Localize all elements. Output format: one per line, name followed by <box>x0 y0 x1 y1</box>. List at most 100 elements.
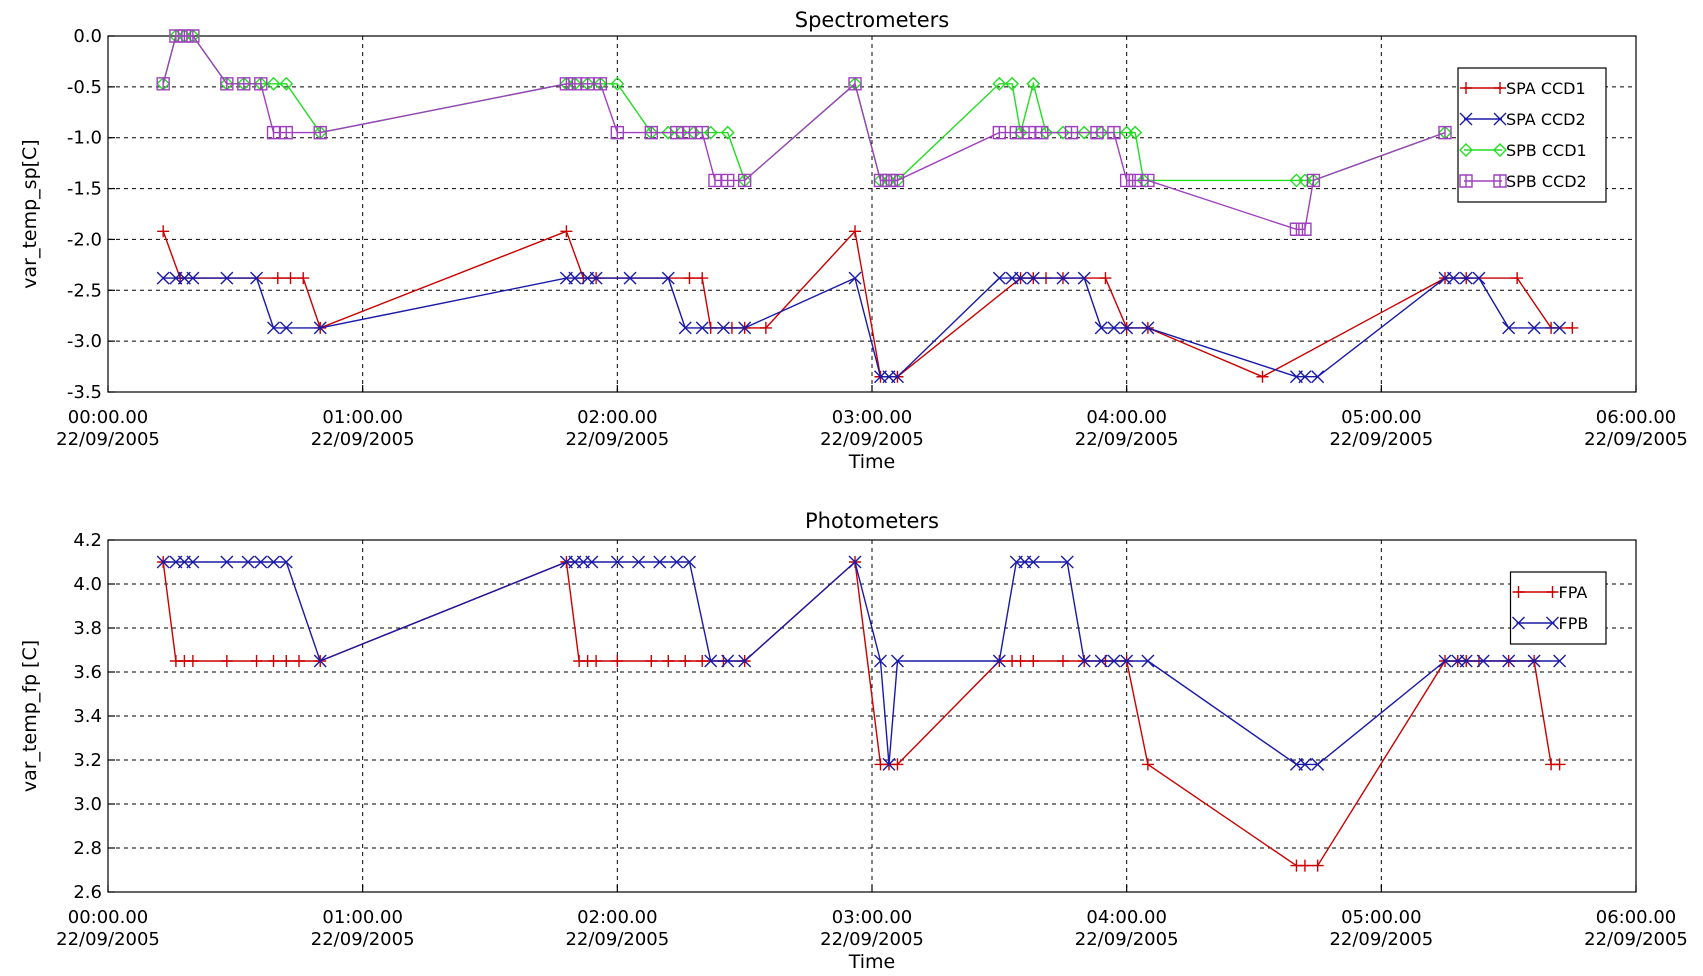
data-point <box>1056 271 1070 285</box>
data-point <box>1527 321 1541 335</box>
x-tick-label-time: 05:00.00 <box>1341 407 1422 428</box>
x-tick-label-date: 22/09/2005 <box>56 929 160 950</box>
data-point <box>589 271 603 285</box>
data-point <box>267 655 280 667</box>
data-point <box>220 77 234 91</box>
data-point <box>1014 655 1027 667</box>
data-point <box>1077 271 1091 285</box>
y-tick-label: -1.5 <box>67 179 102 200</box>
data-point <box>1099 272 1112 285</box>
y-tick-label: -2.5 <box>67 280 102 301</box>
data-point <box>250 655 263 667</box>
y-tick-label: 3.2 <box>73 750 102 771</box>
data-point <box>279 321 293 335</box>
data-point <box>156 555 170 569</box>
data-point <box>704 654 718 668</box>
data-point <box>590 655 603 667</box>
data-point <box>848 271 862 285</box>
x-tick-label-date: 22/09/2005 <box>311 929 415 950</box>
x-tick-label-time: 04:00.00 <box>1086 907 1167 928</box>
data-point <box>992 271 1006 285</box>
data-point <box>1298 370 1312 384</box>
data-point <box>1022 125 1036 140</box>
data-point <box>254 77 268 91</box>
data-point <box>1141 173 1155 188</box>
data-point <box>992 125 1007 140</box>
data-point <box>156 77 170 91</box>
data-point <box>611 655 624 667</box>
x-tick-label-date: 22/09/2005 <box>1075 429 1179 450</box>
y-tick-label: 2.6 <box>73 882 102 903</box>
legend-marker <box>1460 82 1472 94</box>
data-point <box>708 173 722 188</box>
data-point <box>623 271 637 285</box>
data-point <box>279 125 293 140</box>
data-point <box>738 321 752 335</box>
data-point <box>1094 654 1108 668</box>
data-point <box>738 654 752 668</box>
x-tick-label-date: 22/09/2005 <box>565 429 669 450</box>
x-tick-label-time: 00:00.00 <box>68 407 149 428</box>
data-point <box>716 321 730 335</box>
data-point <box>156 271 170 285</box>
x-axis-label: Time <box>848 951 896 973</box>
data-point <box>1026 76 1041 91</box>
data-point <box>1120 321 1134 335</box>
data-point <box>1056 125 1070 140</box>
x-tick-label-time: 00:00.00 <box>68 907 149 928</box>
data-point <box>267 555 281 569</box>
data-point <box>696 655 709 667</box>
legend-label: SPA CCD1 <box>1506 79 1586 98</box>
legend-marker <box>1493 112 1507 126</box>
data-point <box>157 225 170 238</box>
legend-box <box>1457 67 1607 203</box>
y-axis-label: var_temp_fp [C] <box>19 640 41 792</box>
data-point <box>1009 125 1024 140</box>
data-point <box>679 655 692 667</box>
data-point <box>186 271 200 285</box>
data-point <box>1553 758 1566 771</box>
x-tick-label-time: 06:00.00 <box>1596 407 1677 428</box>
data-point <box>1026 271 1040 285</box>
data-point <box>293 655 305 667</box>
data-point <box>1014 271 1028 285</box>
data-point <box>1553 321 1567 335</box>
data-point <box>1459 654 1473 668</box>
data-point <box>849 225 862 238</box>
data-point <box>653 555 667 569</box>
y-tick-label: -3.5 <box>67 382 102 403</box>
chart-title: Photometers <box>805 509 939 533</box>
data-point <box>284 272 297 285</box>
y-tick-label: -2.0 <box>67 229 102 250</box>
data-point <box>670 125 684 140</box>
data-point <box>1256 370 1269 383</box>
data-point <box>580 77 595 91</box>
data-point <box>1502 654 1516 668</box>
data-point <box>1566 321 1579 334</box>
legend: FPA FPB <box>1509 571 1607 645</box>
data-point <box>267 321 281 335</box>
data-point <box>1438 654 1452 668</box>
data-point <box>1298 222 1312 236</box>
data-point <box>1128 125 1143 140</box>
data-point <box>220 555 234 569</box>
x-tick-label-date: 22/09/2005 <box>820 929 924 950</box>
data-point <box>696 272 709 285</box>
data-point <box>1298 757 1312 771</box>
legend: SPA CCD1 SPA CCD2 SPB CCD1 SPB CCD2 <box>1457 67 1607 203</box>
data-point <box>662 655 675 667</box>
data-point <box>1064 125 1079 140</box>
data-point <box>1027 655 1040 667</box>
data-point <box>1511 272 1524 285</box>
data-point <box>890 370 904 384</box>
data-point <box>220 655 233 667</box>
legend-marker <box>1546 616 1559 630</box>
y-tick-label: 0.0 <box>73 26 102 47</box>
data-point <box>992 654 1006 668</box>
spectrometers-panel: Spectrometers 0.0 -0.5 -1.0 -1.5 -2.0 -2.5 -3.0… <box>19 8 1688 473</box>
legend-label: SPB CCD2 <box>1506 172 1587 191</box>
legend-marker <box>1512 616 1525 630</box>
x-tick-label-date: 22/09/2005 <box>56 429 160 450</box>
data-point <box>1438 125 1452 140</box>
x-tick-label-time: 06:00.00 <box>1596 907 1677 928</box>
